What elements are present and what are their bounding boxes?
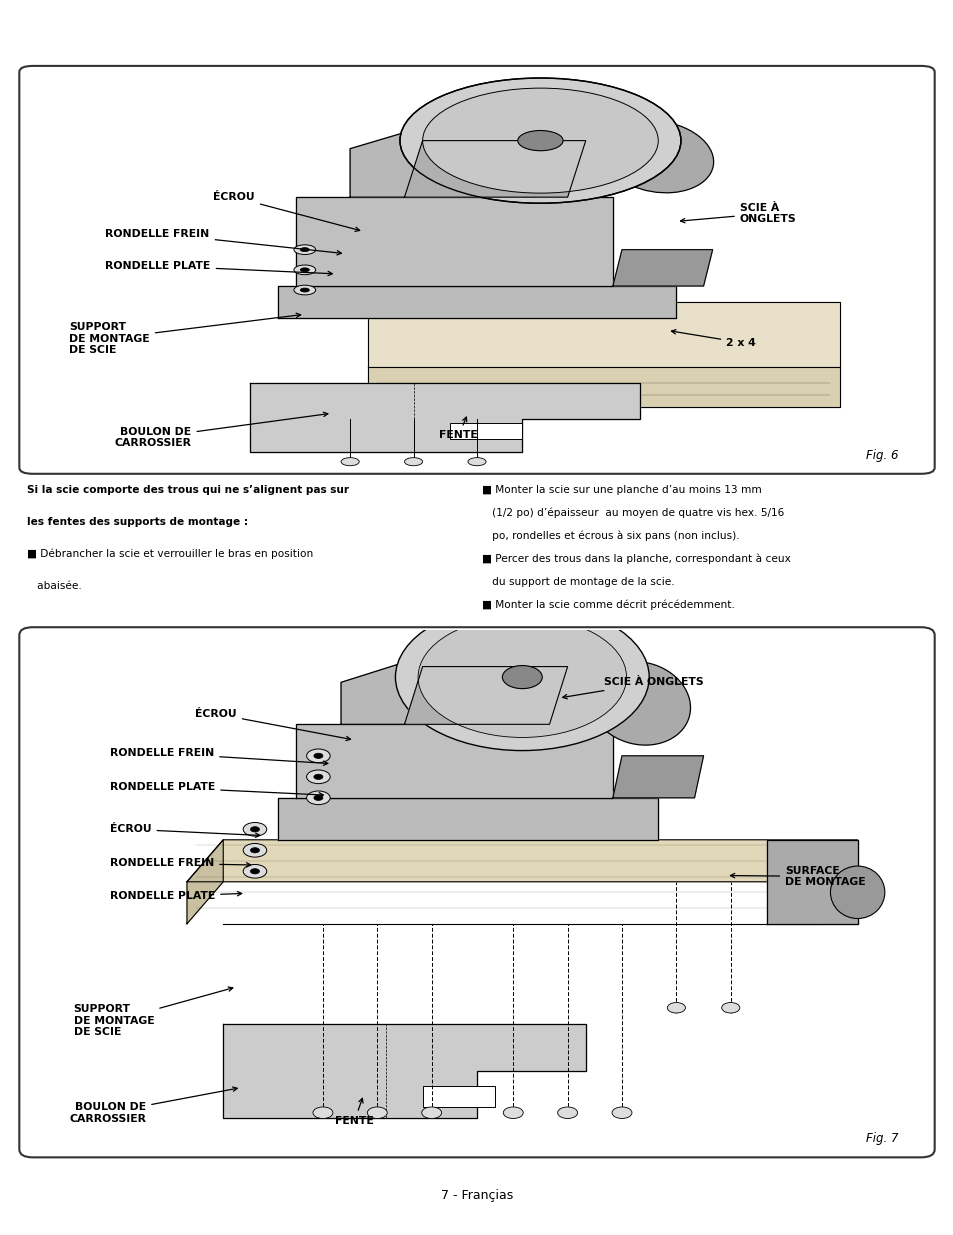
- Circle shape: [417, 616, 626, 737]
- Text: (1/2 po) d’épaisseur  au moyen de quatre vis hex. 5/16: (1/2 po) d’épaisseur au moyen de quatre …: [481, 508, 783, 519]
- Text: RONDELLE PLATE: RONDELLE PLATE: [110, 892, 241, 902]
- Circle shape: [399, 78, 680, 204]
- Text: SURFACE
DE MONTAGE: SURFACE DE MONTAGE: [730, 866, 865, 887]
- Polygon shape: [404, 141, 585, 198]
- Text: SUPPORT
DE MONTAGE
DE SCIE: SUPPORT DE MONTAGE DE SCIE: [73, 987, 233, 1037]
- Text: Si la scie comporte des trous qui ne s’alignent pas sur: Si la scie comporte des trous qui ne s’a…: [27, 484, 349, 494]
- Text: RONDELLE FREIN: RONDELLE FREIN: [110, 858, 251, 868]
- Circle shape: [314, 774, 322, 779]
- Text: RONDELLE FREIN: RONDELLE FREIN: [110, 748, 328, 766]
- Text: ■ Monter la scie comme décrit précédemment.: ■ Monter la scie comme décrit précédemme…: [481, 600, 734, 610]
- Text: du support de montage de la scie.: du support de montage de la scie.: [481, 577, 674, 587]
- Circle shape: [720, 1003, 740, 1013]
- Text: SCIE À ONGLETS: SCIE À ONGLETS: [562, 677, 702, 699]
- Circle shape: [250, 868, 259, 874]
- Circle shape: [612, 1107, 631, 1119]
- Text: SUPPORT
DE MONTAGE
DE SCIE: SUPPORT DE MONTAGE DE SCIE: [69, 314, 300, 356]
- Polygon shape: [223, 1024, 585, 1118]
- Polygon shape: [295, 724, 612, 798]
- Circle shape: [502, 666, 541, 689]
- Circle shape: [421, 1107, 441, 1119]
- Text: ÉCROU: ÉCROU: [213, 193, 359, 231]
- Text: ■ Percer des trous dans la planche, correspondant à ceux: ■ Percer des trous dans la planche, corr…: [481, 553, 790, 564]
- Text: BOULON DE
CARROSSIER: BOULON DE CARROSSIER: [70, 1087, 237, 1124]
- Circle shape: [300, 268, 309, 272]
- Text: RONDELLE FREIN: RONDELLE FREIN: [105, 228, 341, 254]
- Circle shape: [294, 245, 315, 254]
- Text: abaisée.: abaisée.: [27, 580, 81, 590]
- Circle shape: [300, 248, 309, 252]
- Text: ASSEMBLAGE: ASSEMBLAGE: [373, 20, 580, 47]
- Text: FENTE: FENTE: [335, 1098, 374, 1125]
- Polygon shape: [368, 367, 839, 408]
- Polygon shape: [277, 798, 658, 840]
- Circle shape: [666, 1003, 684, 1013]
- Text: 2 x 4: 2 x 4: [671, 330, 755, 347]
- Circle shape: [243, 823, 267, 836]
- Circle shape: [367, 1107, 387, 1119]
- Circle shape: [558, 1107, 577, 1119]
- Text: FENTE: FENTE: [439, 417, 477, 441]
- Circle shape: [294, 285, 315, 295]
- Ellipse shape: [829, 866, 884, 919]
- Polygon shape: [341, 651, 495, 724]
- Circle shape: [300, 288, 309, 291]
- Circle shape: [503, 1107, 522, 1119]
- Polygon shape: [368, 303, 839, 367]
- Text: Fig. 7: Fig. 7: [865, 1132, 898, 1145]
- Circle shape: [395, 604, 648, 751]
- Polygon shape: [187, 840, 223, 924]
- Text: RONDELLE PLATE: RONDELLE PLATE: [110, 782, 323, 797]
- Text: Fig. 6: Fig. 6: [865, 448, 898, 462]
- Circle shape: [306, 748, 330, 763]
- Polygon shape: [612, 756, 702, 798]
- Polygon shape: [250, 383, 639, 452]
- Circle shape: [250, 826, 259, 832]
- Polygon shape: [295, 198, 612, 287]
- Polygon shape: [404, 667, 567, 724]
- Circle shape: [341, 458, 358, 466]
- Text: ÉCROU: ÉCROU: [195, 709, 350, 741]
- Polygon shape: [612, 249, 712, 287]
- Polygon shape: [766, 840, 857, 924]
- Circle shape: [306, 769, 330, 784]
- Circle shape: [467, 458, 485, 466]
- Circle shape: [294, 266, 315, 274]
- Text: les fentes des supports de montage :: les fentes des supports de montage :: [27, 516, 248, 526]
- Circle shape: [243, 844, 267, 857]
- Text: RONDELLE PLATE: RONDELLE PLATE: [105, 261, 332, 275]
- Bar: [449, 424, 521, 440]
- FancyBboxPatch shape: [19, 65, 934, 474]
- Circle shape: [250, 847, 259, 853]
- Polygon shape: [277, 287, 676, 319]
- Circle shape: [422, 88, 658, 193]
- Circle shape: [404, 458, 422, 466]
- Text: ■ Monter la scie sur une planche d’au moins 13 mm: ■ Monter la scie sur une planche d’au mo…: [481, 484, 760, 494]
- Text: 7 - Françias: 7 - Françias: [440, 1189, 513, 1202]
- Ellipse shape: [589, 662, 690, 745]
- Polygon shape: [187, 840, 857, 882]
- Text: BOULON DE
CARROSSIER: BOULON DE CARROSSIER: [114, 412, 328, 448]
- FancyBboxPatch shape: [19, 627, 934, 1157]
- Text: po, rondelles et écrous à six pans (non inclus).: po, rondelles et écrous à six pans (non …: [481, 531, 739, 541]
- Circle shape: [313, 1107, 333, 1119]
- Circle shape: [243, 864, 267, 878]
- Circle shape: [314, 795, 322, 800]
- Text: ÉCROU: ÉCROU: [110, 824, 259, 837]
- Text: ■ Débrancher la scie et verrouiller le bras en position: ■ Débrancher la scie et verrouiller le b…: [27, 548, 313, 559]
- Text: SCIE À
ONGLETS: SCIE À ONGLETS: [679, 203, 796, 224]
- Circle shape: [314, 753, 322, 758]
- Circle shape: [517, 131, 562, 151]
- Polygon shape: [350, 125, 476, 198]
- Bar: [422, 1087, 495, 1108]
- Circle shape: [306, 790, 330, 805]
- Ellipse shape: [602, 121, 713, 193]
